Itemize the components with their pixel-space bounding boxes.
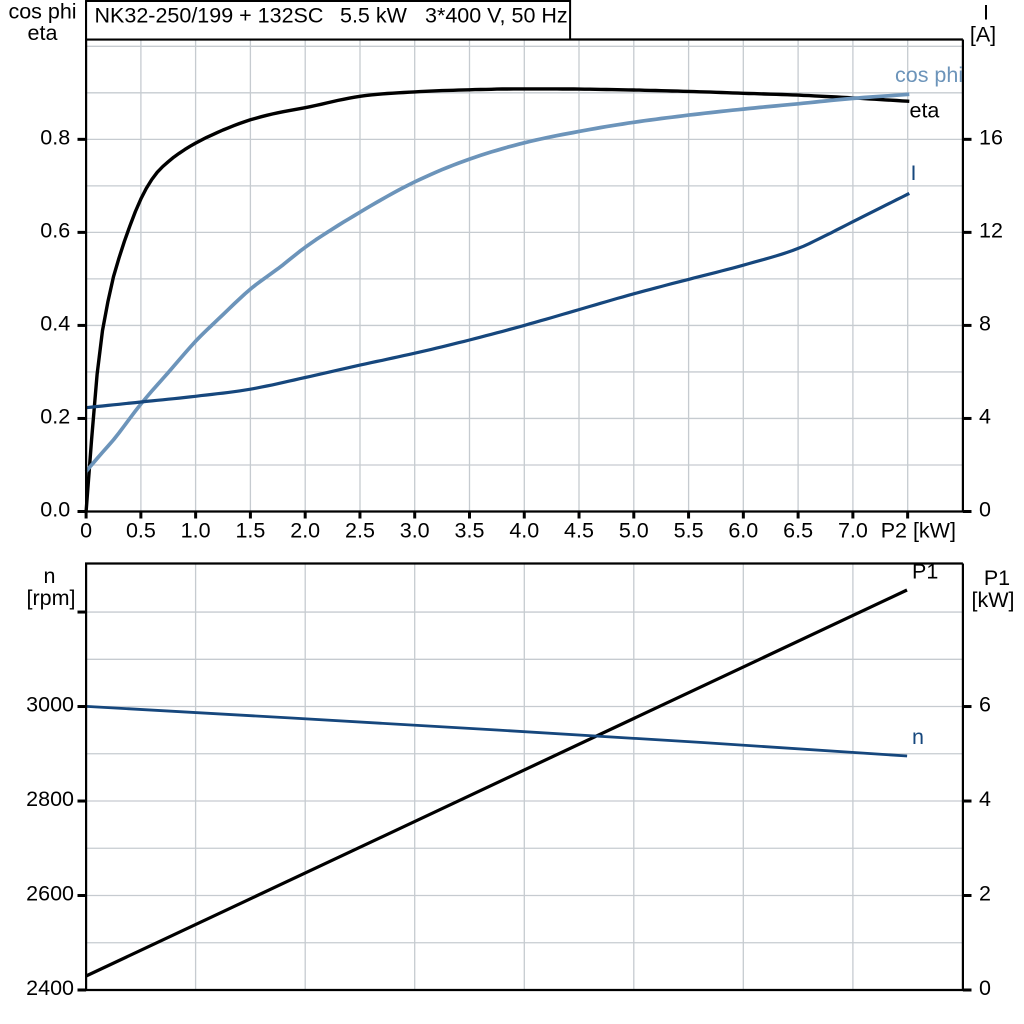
- svg-text:2600: 2600: [26, 882, 74, 906]
- svg-text:4.0: 4.0: [509, 519, 539, 543]
- svg-text:[rpm]: [rpm]: [27, 586, 76, 610]
- svg-text:NK32-250/199 + 132SC: NK32-250/199 + 132SC: [95, 4, 324, 28]
- svg-text:5.5 kW: 5.5 kW: [340, 4, 408, 28]
- svg-text:3.0: 3.0: [400, 519, 430, 543]
- svg-text:0.4: 0.4: [40, 311, 70, 335]
- svg-text:P1: P1: [984, 566, 1010, 590]
- svg-text:2.5: 2.5: [345, 519, 375, 543]
- svg-text:I: I: [911, 161, 917, 185]
- svg-text:0.8: 0.8: [40, 125, 70, 149]
- svg-text:0.0: 0.0: [40, 498, 70, 522]
- svg-text:eta: eta: [28, 21, 58, 45]
- svg-text:0: 0: [979, 976, 991, 1000]
- svg-text:3000: 3000: [26, 693, 74, 717]
- svg-text:5.5: 5.5: [674, 519, 704, 543]
- svg-text:1.5: 1.5: [235, 519, 265, 543]
- svg-text:6.5: 6.5: [783, 519, 813, 543]
- svg-text:4.5: 4.5: [564, 519, 594, 543]
- svg-text:0: 0: [979, 498, 991, 522]
- svg-text:0.5: 0.5: [126, 519, 156, 543]
- svg-text:3*400 V, 50 Hz: 3*400 V, 50 Hz: [425, 4, 568, 28]
- svg-text:eta: eta: [910, 99, 940, 123]
- svg-text:P1: P1: [912, 560, 938, 584]
- svg-text:n: n: [44, 564, 56, 588]
- svg-text:n: n: [912, 725, 924, 749]
- svg-text:6: 6: [979, 693, 991, 717]
- svg-text:0.2: 0.2: [40, 405, 70, 429]
- svg-text:12: 12: [979, 218, 1003, 242]
- svg-text:3.5: 3.5: [455, 519, 485, 543]
- svg-text:8: 8: [979, 311, 991, 335]
- svg-text:0.6: 0.6: [40, 218, 70, 242]
- svg-text:cos phi: cos phi: [8, 0, 76, 24]
- svg-text:7.0: 7.0: [838, 519, 868, 543]
- svg-text:16: 16: [979, 125, 1003, 149]
- svg-text:2: 2: [979, 882, 991, 906]
- svg-text:0: 0: [80, 519, 92, 543]
- svg-text:4: 4: [979, 787, 991, 811]
- svg-text:P2 [kW]: P2 [kW]: [881, 519, 956, 543]
- svg-text:1.0: 1.0: [181, 519, 211, 543]
- svg-text:4: 4: [979, 405, 991, 429]
- svg-text:2400: 2400: [26, 976, 74, 1000]
- svg-text:[kW]: [kW]: [972, 588, 1015, 612]
- svg-text:2800: 2800: [26, 787, 74, 811]
- svg-text:6.0: 6.0: [728, 519, 758, 543]
- svg-text:2.0: 2.0: [290, 519, 320, 543]
- svg-text:cos phi: cos phi: [895, 63, 963, 87]
- svg-text:[A]: [A]: [970, 23, 996, 47]
- svg-text:5.0: 5.0: [619, 519, 649, 543]
- svg-text:I: I: [983, 1, 989, 25]
